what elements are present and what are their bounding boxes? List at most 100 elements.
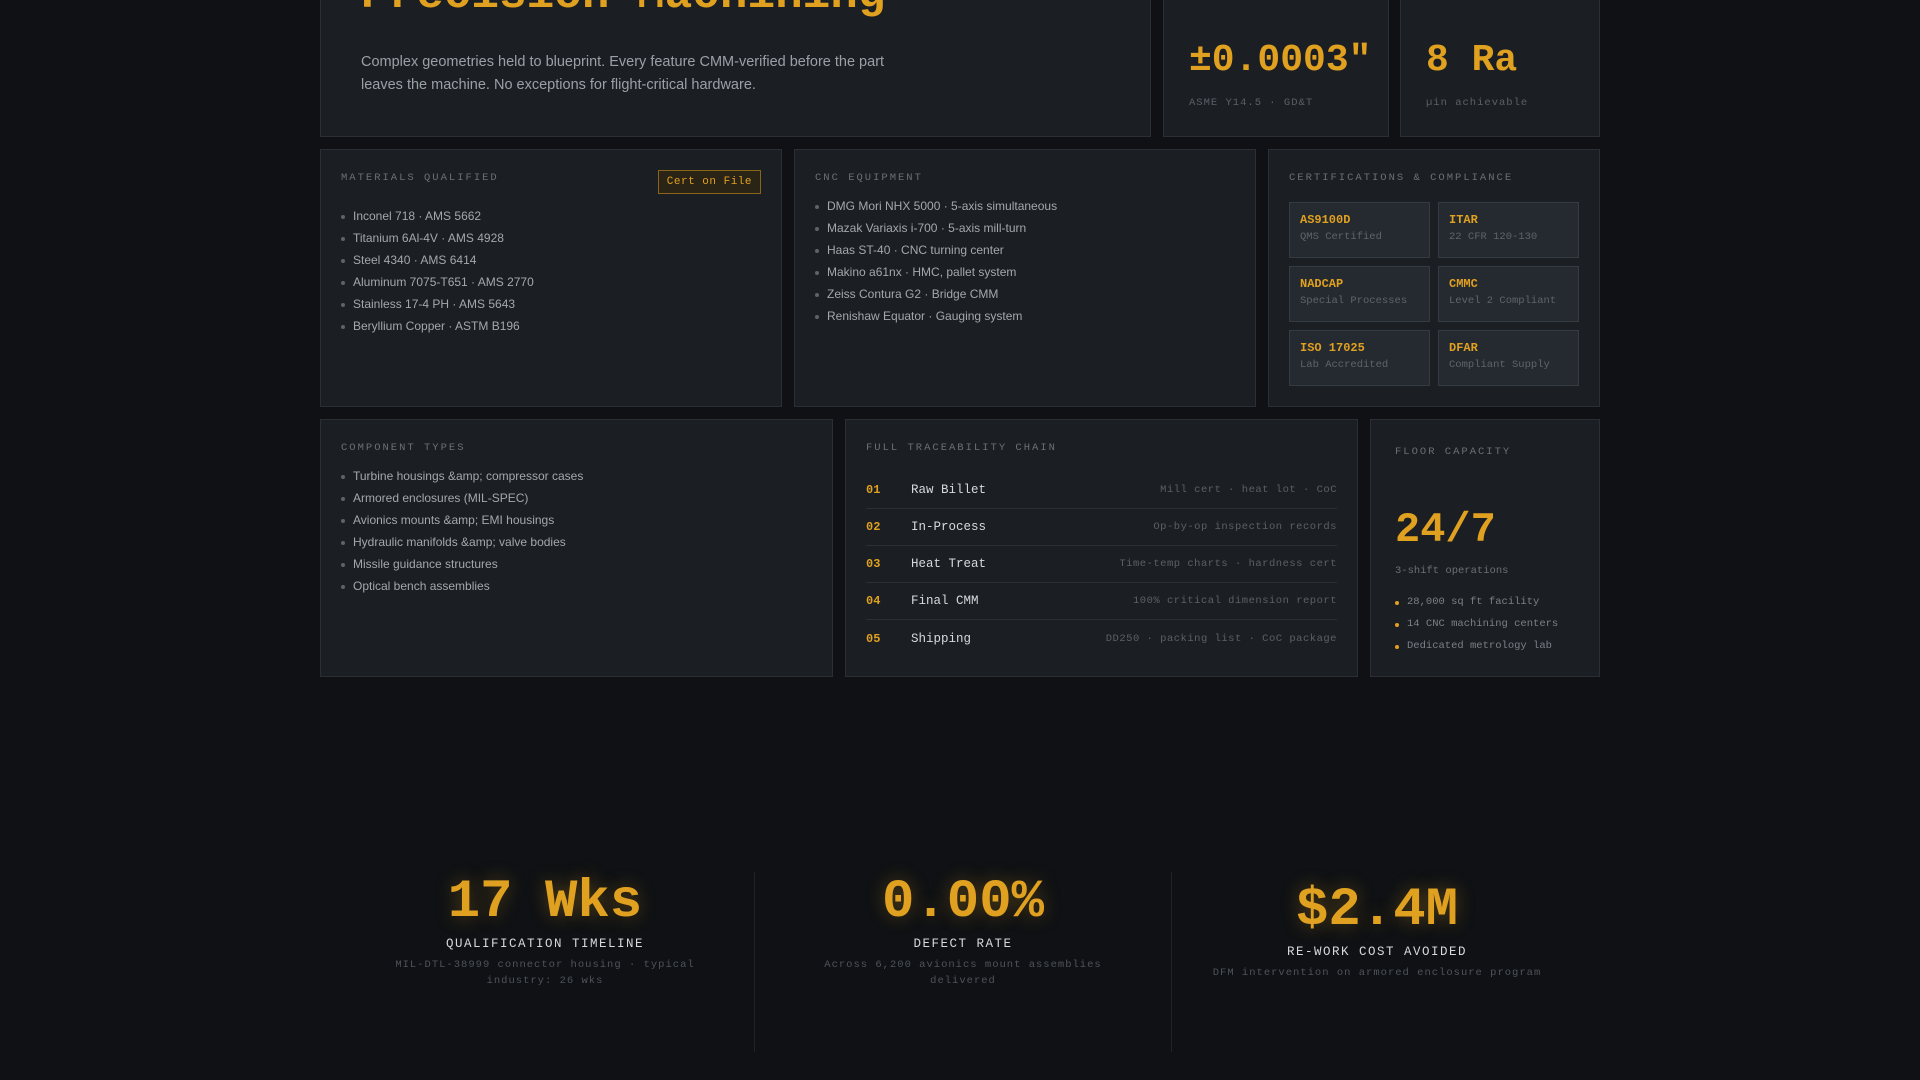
tolerance-label: ASME Y14.5 · GD&T: [1189, 97, 1314, 109]
materials-card: Materials Qualified Cert on File Inconel…: [320, 149, 782, 407]
metric-description: MIL-DTL-38999 connector housing · typica…: [395, 959, 695, 987]
cert-on-file-badge: Cert on File: [657, 170, 761, 194]
floor-capacity-card: Floor Capacity 24/7 3-shift operations 2…: [1370, 419, 1600, 677]
traceability-card: Full Traceability Chain 01 Raw Billet Mi…: [845, 419, 1358, 677]
cert-sub: Lab Accredited: [1300, 359, 1389, 371]
cert-sub: Compliant Supply: [1449, 359, 1550, 371]
metric-title: DEFECT RATE: [913, 937, 1013, 951]
list-item: Renishaw Equator · Gauging system: [815, 305, 1057, 327]
cnc-heading: CNC Equipment: [815, 172, 923, 184]
cert-name: NADCAP: [1300, 277, 1344, 291]
hero-description: Complex geometries held to blueprint. Ev…: [361, 54, 885, 93]
step-detail: Mill cert · heat lot · CoC: [1160, 484, 1337, 496]
list-item: Dedicated metrology lab: [1395, 635, 1558, 657]
table-row: 02 In-Process Op-by-op inspection record…: [866, 509, 1337, 546]
metric-rework-cost: $2.4M RE-WORK COST AVOIDED DFM intervent…: [1172, 880, 1582, 1060]
step-number: 05: [866, 631, 881, 646]
component-types-card: Component Types Turbine housings &amp; c…: [320, 419, 833, 677]
hero-title: Precision Machining: [361, 0, 886, 21]
metric-description: Across 6,200 avionics mount assemblies d…: [824, 959, 1102, 987]
table-row: 05 Shipping DD250 · packing list · CoC p…: [866, 620, 1337, 657]
cert-name: CMMC: [1449, 277, 1478, 291]
step-detail: Time-temp charts · hardness cert: [1119, 558, 1337, 570]
step-detail: 100% critical dimension report: [1132, 595, 1337, 607]
metric-title: QUALIFICATION TIMELINE: [445, 937, 645, 951]
cert-sub: QMS Certified: [1300, 231, 1382, 243]
step-stage: Final CMM: [911, 594, 979, 608]
trace-table: 01 Raw Billet Mill cert · heat lot · CoC…: [866, 472, 1337, 657]
step-detail: DD250 · packing list · CoC package: [1105, 632, 1337, 645]
components-heading: Component Types: [341, 442, 466, 454]
list-item: Inconel 718 · AMS 5662: [341, 205, 534, 227]
surface-finish-label: µin achievable: [1426, 97, 1529, 109]
cert-tile: NADCAP Special Processes: [1289, 266, 1430, 322]
materials-list: Inconel 718 · AMS 5662 Titanium 6Al-4V ·…: [341, 205, 534, 337]
list-item: Mazak Variaxis i-700 · 5-axis mill-turn: [815, 217, 1057, 239]
cert-sub: Special Processes: [1300, 295, 1408, 307]
floor-list: 28,000 sq ft facility 14 CNC machining c…: [1395, 591, 1558, 657]
surface-finish-value: 8 Ra: [1426, 39, 1518, 82]
list-item: 14 CNC machining centers: [1395, 613, 1558, 635]
step-stage: Raw Billet: [911, 483, 987, 497]
metric-value: 17 Wks: [447, 872, 643, 933]
cnc-equipment-card: CNC Equipment DMG Mori NHX 5000 · 5-axis…: [794, 149, 1256, 407]
metric-defect-rate: 0.00% DEFECT RATE Across 6,200 avionics …: [755, 872, 1171, 1052]
cert-tile: AS9100D QMS Certified: [1289, 202, 1430, 258]
step-detail: Op-by-op inspection records: [1153, 521, 1337, 533]
tolerance-stat-card: ±0.0003" ASME Y14.5 · GD&T: [1163, 0, 1389, 137]
table-row: 01 Raw Billet Mill cert · heat lot · CoC: [866, 472, 1337, 509]
step-number: 03: [866, 557, 881, 571]
cert-name: AS9100D: [1300, 213, 1351, 227]
cert-sub: Level 2 Compliant: [1449, 295, 1557, 307]
list-item: DMG Mori NHX 5000 · 5-axis simultaneous: [815, 195, 1057, 217]
certs-heading: Certifications & Compliance: [1289, 172, 1514, 184]
list-item: Titanium 6Al-4V · AMS 4928: [341, 227, 534, 249]
list-item: 28,000 sq ft facility: [1395, 591, 1558, 613]
certs-grid: AS9100D QMS Certified ITAR 22 CFR 120-13…: [1289, 202, 1579, 386]
list-item: Haas ST-40 · CNC turning center: [815, 239, 1057, 261]
materials-heading: Materials Qualified: [341, 172, 499, 184]
cert-sub: 22 CFR 120-130: [1449, 231, 1538, 243]
list-item: Optical bench assemblies: [341, 575, 583, 597]
step-stage: In-Process: [911, 520, 987, 534]
cert-tile: ITAR 22 CFR 120-130: [1438, 202, 1579, 258]
certifications-card: Certifications & Compliance AS9100D QMS …: [1268, 149, 1600, 407]
trace-heading: Full Traceability Chain: [866, 442, 1057, 454]
metric-title: RE-WORK COST AVOIDED: [1286, 945, 1468, 959]
components-list: Turbine housings &amp; compressor cases …: [341, 465, 583, 597]
floor-value: 24/7: [1395, 506, 1496, 554]
cert-tile: ISO 17025 Lab Accredited: [1289, 330, 1430, 386]
hero-card: Precision Machining Complex geometries h…: [320, 0, 1151, 137]
table-row: 03 Heat Treat Time-temp charts · hardnes…: [866, 546, 1337, 583]
table-row: 04 Final CMM 100% critical dimension rep…: [866, 583, 1337, 620]
step-stage: Heat Treat: [911, 557, 987, 571]
step-number: 02: [866, 520, 881, 534]
list-item: Stainless 17-4 PH · AMS 5643: [341, 293, 534, 315]
list-item: Turbine housings &amp; compressor cases: [341, 465, 583, 487]
metric-divider: [1171, 872, 1172, 1052]
cert-tile: DFAR Compliant Supply: [1438, 330, 1579, 386]
cert-name: ITAR: [1449, 213, 1478, 227]
cert-tile: CMMC Level 2 Compliant: [1438, 266, 1579, 322]
cert-name: ISO 17025: [1300, 341, 1365, 355]
step-number: 04: [866, 594, 881, 608]
metric-divider: [754, 872, 755, 1052]
list-item: Aluminum 7075-T651 · AMS 2770: [341, 271, 534, 293]
list-item: Makino a61nx · HMC, pallet system: [815, 261, 1057, 283]
surface-finish-stat-card: 8 Ra µin achievable: [1400, 0, 1600, 137]
step-stage: Shipping: [911, 631, 972, 646]
floor-heading: Floor Capacity: [1395, 446, 1512, 458]
metric-qualification: 17 Wks QUALIFICATION TIMELINE MIL-DTL-38…: [335, 872, 755, 1052]
step-number: 01: [866, 483, 881, 497]
metric-value: $2.4M: [1295, 880, 1459, 941]
tolerance-value: ±0.0003": [1189, 39, 1372, 82]
list-item: Armored enclosures (MIL-SPEC): [341, 487, 583, 509]
list-item: Missile guidance structures: [341, 553, 583, 575]
metric-value: 0.00%: [881, 872, 1045, 933]
list-item: Steel 4340 · AMS 6414: [341, 249, 534, 271]
cnc-list: DMG Mori NHX 5000 · 5-axis simultaneous …: [815, 195, 1057, 327]
floor-shift: 3-shift operations: [1395, 565, 1509, 577]
list-item: Hydraulic manifolds &amp; valve bodies: [341, 531, 583, 553]
list-item: Zeiss Contura G2 · Bridge CMM: [815, 283, 1057, 305]
metric-description: DFM intervention on armored enclosure pr…: [1212, 967, 1542, 979]
